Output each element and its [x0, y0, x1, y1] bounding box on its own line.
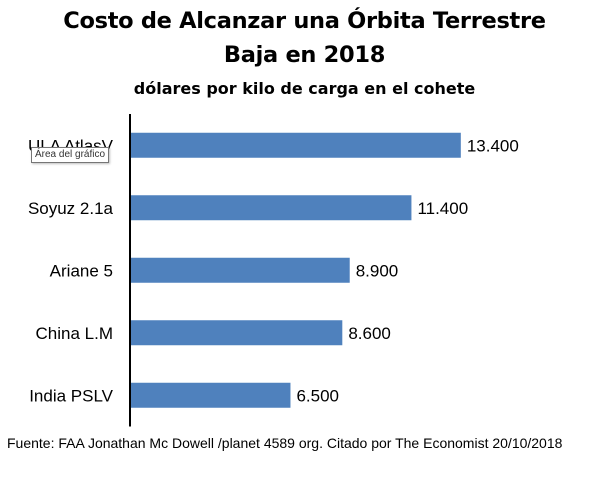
- category-label: China L.M: [36, 324, 113, 343]
- bar: [130, 132, 461, 158]
- data-label: 6.500: [296, 386, 339, 405]
- data-label: 8.600: [348, 324, 391, 343]
- bar: [130, 257, 350, 283]
- chart-subtitle: dólares por kilo de carga en el cohete: [133, 79, 476, 98]
- category-label: Soyuz 2.1a: [28, 199, 114, 218]
- category-label: Ariane 5: [50, 261, 113, 280]
- data-label: 11.400: [417, 199, 468, 218]
- category-label: India PSLV: [29, 386, 113, 405]
- bar: [130, 382, 291, 408]
- chart-area-tooltip: Área del gráfico: [31, 147, 110, 163]
- chart-title-line-1: Costo de Alcanzar una Órbita Terrestre: [63, 8, 546, 34]
- source-note: Fuente: FAA Jonathan Mc Dowell /planet 4…: [7, 435, 563, 451]
- chart-title-line-2: Baja en 2018: [223, 42, 386, 68]
- bar: [130, 320, 343, 346]
- data-label: 8.900: [356, 261, 399, 280]
- bar: [130, 195, 412, 221]
- data-label: 13.400: [467, 136, 519, 155]
